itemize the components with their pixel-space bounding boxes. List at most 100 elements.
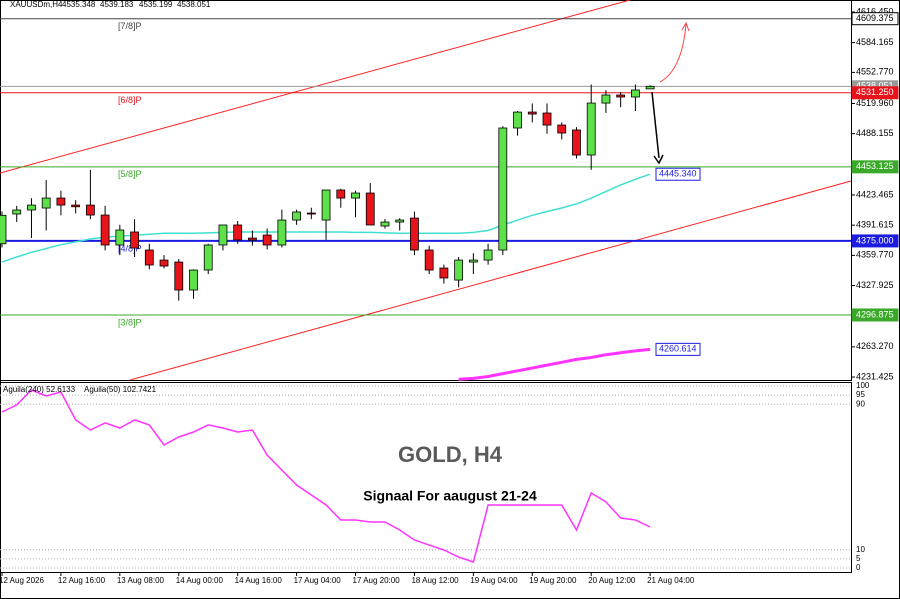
- candle-body: [616, 94, 626, 98]
- candle-body: [100, 214, 110, 246]
- candle-body: [424, 249, 434, 271]
- level-price-label: 4296.875: [856, 309, 894, 319]
- candle-body: [292, 211, 302, 221]
- level-price-label: 4375.000: [856, 235, 894, 245]
- candle-body: [351, 192, 360, 199]
- candle-body: [41, 197, 51, 209]
- level-price-label: 4531.250: [856, 87, 894, 97]
- x-tick-label: 17 Aug 20:00: [353, 576, 401, 585]
- candle-body: [71, 204, 81, 208]
- candle-body: [527, 111, 537, 115]
- x-tick-label: 17 Aug 04:00: [294, 576, 342, 585]
- x-tick-label: 21 Aug 04:00: [647, 576, 695, 585]
- y-tick-label: 0: [856, 563, 861, 572]
- ohlc-low: 4535.199: [139, 0, 173, 9]
- y-tick-label: 4391.615: [856, 220, 894, 230]
- y-tick-label: 4359.770: [856, 250, 894, 260]
- price-label: 4538.051: [856, 81, 894, 91]
- level-name: [6/8]P: [118, 95, 142, 105]
- candle-body: [144, 249, 154, 266]
- x-tick-label: 12 Aug 2026: [0, 576, 44, 585]
- y-tick-label: 5: [856, 554, 861, 563]
- y-tick-label: 95: [856, 390, 865, 399]
- level-price-label: 4453.125: [856, 161, 894, 171]
- x-tick-label: 19 Aug 20:00: [529, 576, 577, 585]
- y-tick-label: 4231.425: [856, 371, 894, 381]
- candle-body: [12, 209, 22, 215]
- candle-body: [203, 244, 213, 271]
- candle-body: [0, 214, 7, 245]
- y-tick-label: 100: [856, 381, 870, 390]
- candle-body: [262, 234, 272, 246]
- candle-body: [468, 259, 478, 263]
- y-tick-label: 90: [856, 399, 865, 408]
- candle-body: [130, 231, 139, 249]
- channel-lower: [129, 180, 852, 381]
- candle-body: [233, 224, 243, 241]
- candle-body: [454, 259, 464, 281]
- ma-label: 4260.614: [659, 344, 697, 354]
- level-price-label: 4609.375: [856, 13, 894, 23]
- indicator-legend: Aguila(50) 102.7421: [84, 385, 157, 394]
- arrow-down: [651, 91, 660, 159]
- level-box: [851, 12, 899, 26]
- x-tick-label: 13 Aug 08:00: [117, 576, 165, 585]
- candle-body: [513, 111, 522, 129]
- candle-body: [56, 197, 66, 206]
- level-box: [851, 308, 899, 322]
- candle-body: [159, 259, 169, 267]
- candle-body: [380, 221, 390, 227]
- indicator-line: [1, 389, 651, 563]
- candle-body: [85, 204, 95, 216]
- level-name: [7/8]P: [118, 21, 142, 31]
- y-tick-label: 10: [856, 545, 865, 554]
- ohlc-high: 4539.183: [100, 0, 134, 9]
- ma-label: 4445.340: [659, 169, 697, 179]
- candle-body: [174, 261, 184, 291]
- ohlc-open: 4535.348: [62, 0, 96, 9]
- candle-body: [189, 269, 198, 291]
- candle-body: [586, 102, 596, 156]
- level-name: [4/8]P: [118, 243, 142, 253]
- x-tick-label: 14 Aug 00:00: [176, 576, 224, 585]
- y-tick-label: 4263.270: [856, 341, 894, 351]
- level-name: [3/8]P: [118, 317, 142, 327]
- ohlc-close: 4538.051: [177, 0, 211, 9]
- x-tick-label: 18 Aug 12:00: [411, 576, 459, 585]
- x-tick-label: 19 Aug 04:00: [470, 576, 518, 585]
- level-box: [851, 234, 899, 248]
- y-tick-label: 4488.155: [856, 128, 894, 138]
- candle-body: [306, 212, 316, 215]
- candle-body: [218, 224, 228, 246]
- candle-body: [483, 249, 493, 261]
- candle-body: [336, 189, 346, 199]
- annotation-subtitle: Signaal For aaugust 21-24: [363, 488, 537, 504]
- y-tick-label: 4423.465: [856, 189, 894, 199]
- candle-body: [498, 127, 508, 251]
- x-tick-label: 14 Aug 16:00: [235, 576, 283, 585]
- main-panel: [0, 0, 852, 381]
- arrow-up: [659, 23, 687, 83]
- annotation-title: GOLD, H4: [398, 442, 503, 467]
- indicator-legend: Aguila(240) 52.6133: [3, 385, 76, 394]
- plot-layer: [7/8]P [6/8]P [5/8]P [4/8]P [3/8]P 4445.340 42…: [0, 0, 852, 569]
- candle-body: [410, 217, 419, 251]
- x-tick-label: 20 Aug 12:00: [588, 576, 636, 585]
- arrow-head: [681, 21, 690, 32]
- level-box: [851, 160, 899, 174]
- ma-box: [655, 342, 701, 356]
- y-tick-label: 4519.960: [856, 98, 894, 108]
- level-box: [851, 86, 899, 100]
- arrow-head: [653, 154, 664, 165]
- y-tick-label: 4552.770: [856, 67, 894, 77]
- candle-body: [395, 219, 405, 223]
- candle-body: [115, 229, 125, 246]
- level-name: [5/8]P: [118, 169, 142, 179]
- y-tick-label: 4616.450: [856, 6, 894, 16]
- ma-box: [655, 167, 701, 181]
- candle-body: [248, 237, 257, 241]
- candle-body: [557, 124, 567, 134]
- candle-body: [630, 89, 640, 98]
